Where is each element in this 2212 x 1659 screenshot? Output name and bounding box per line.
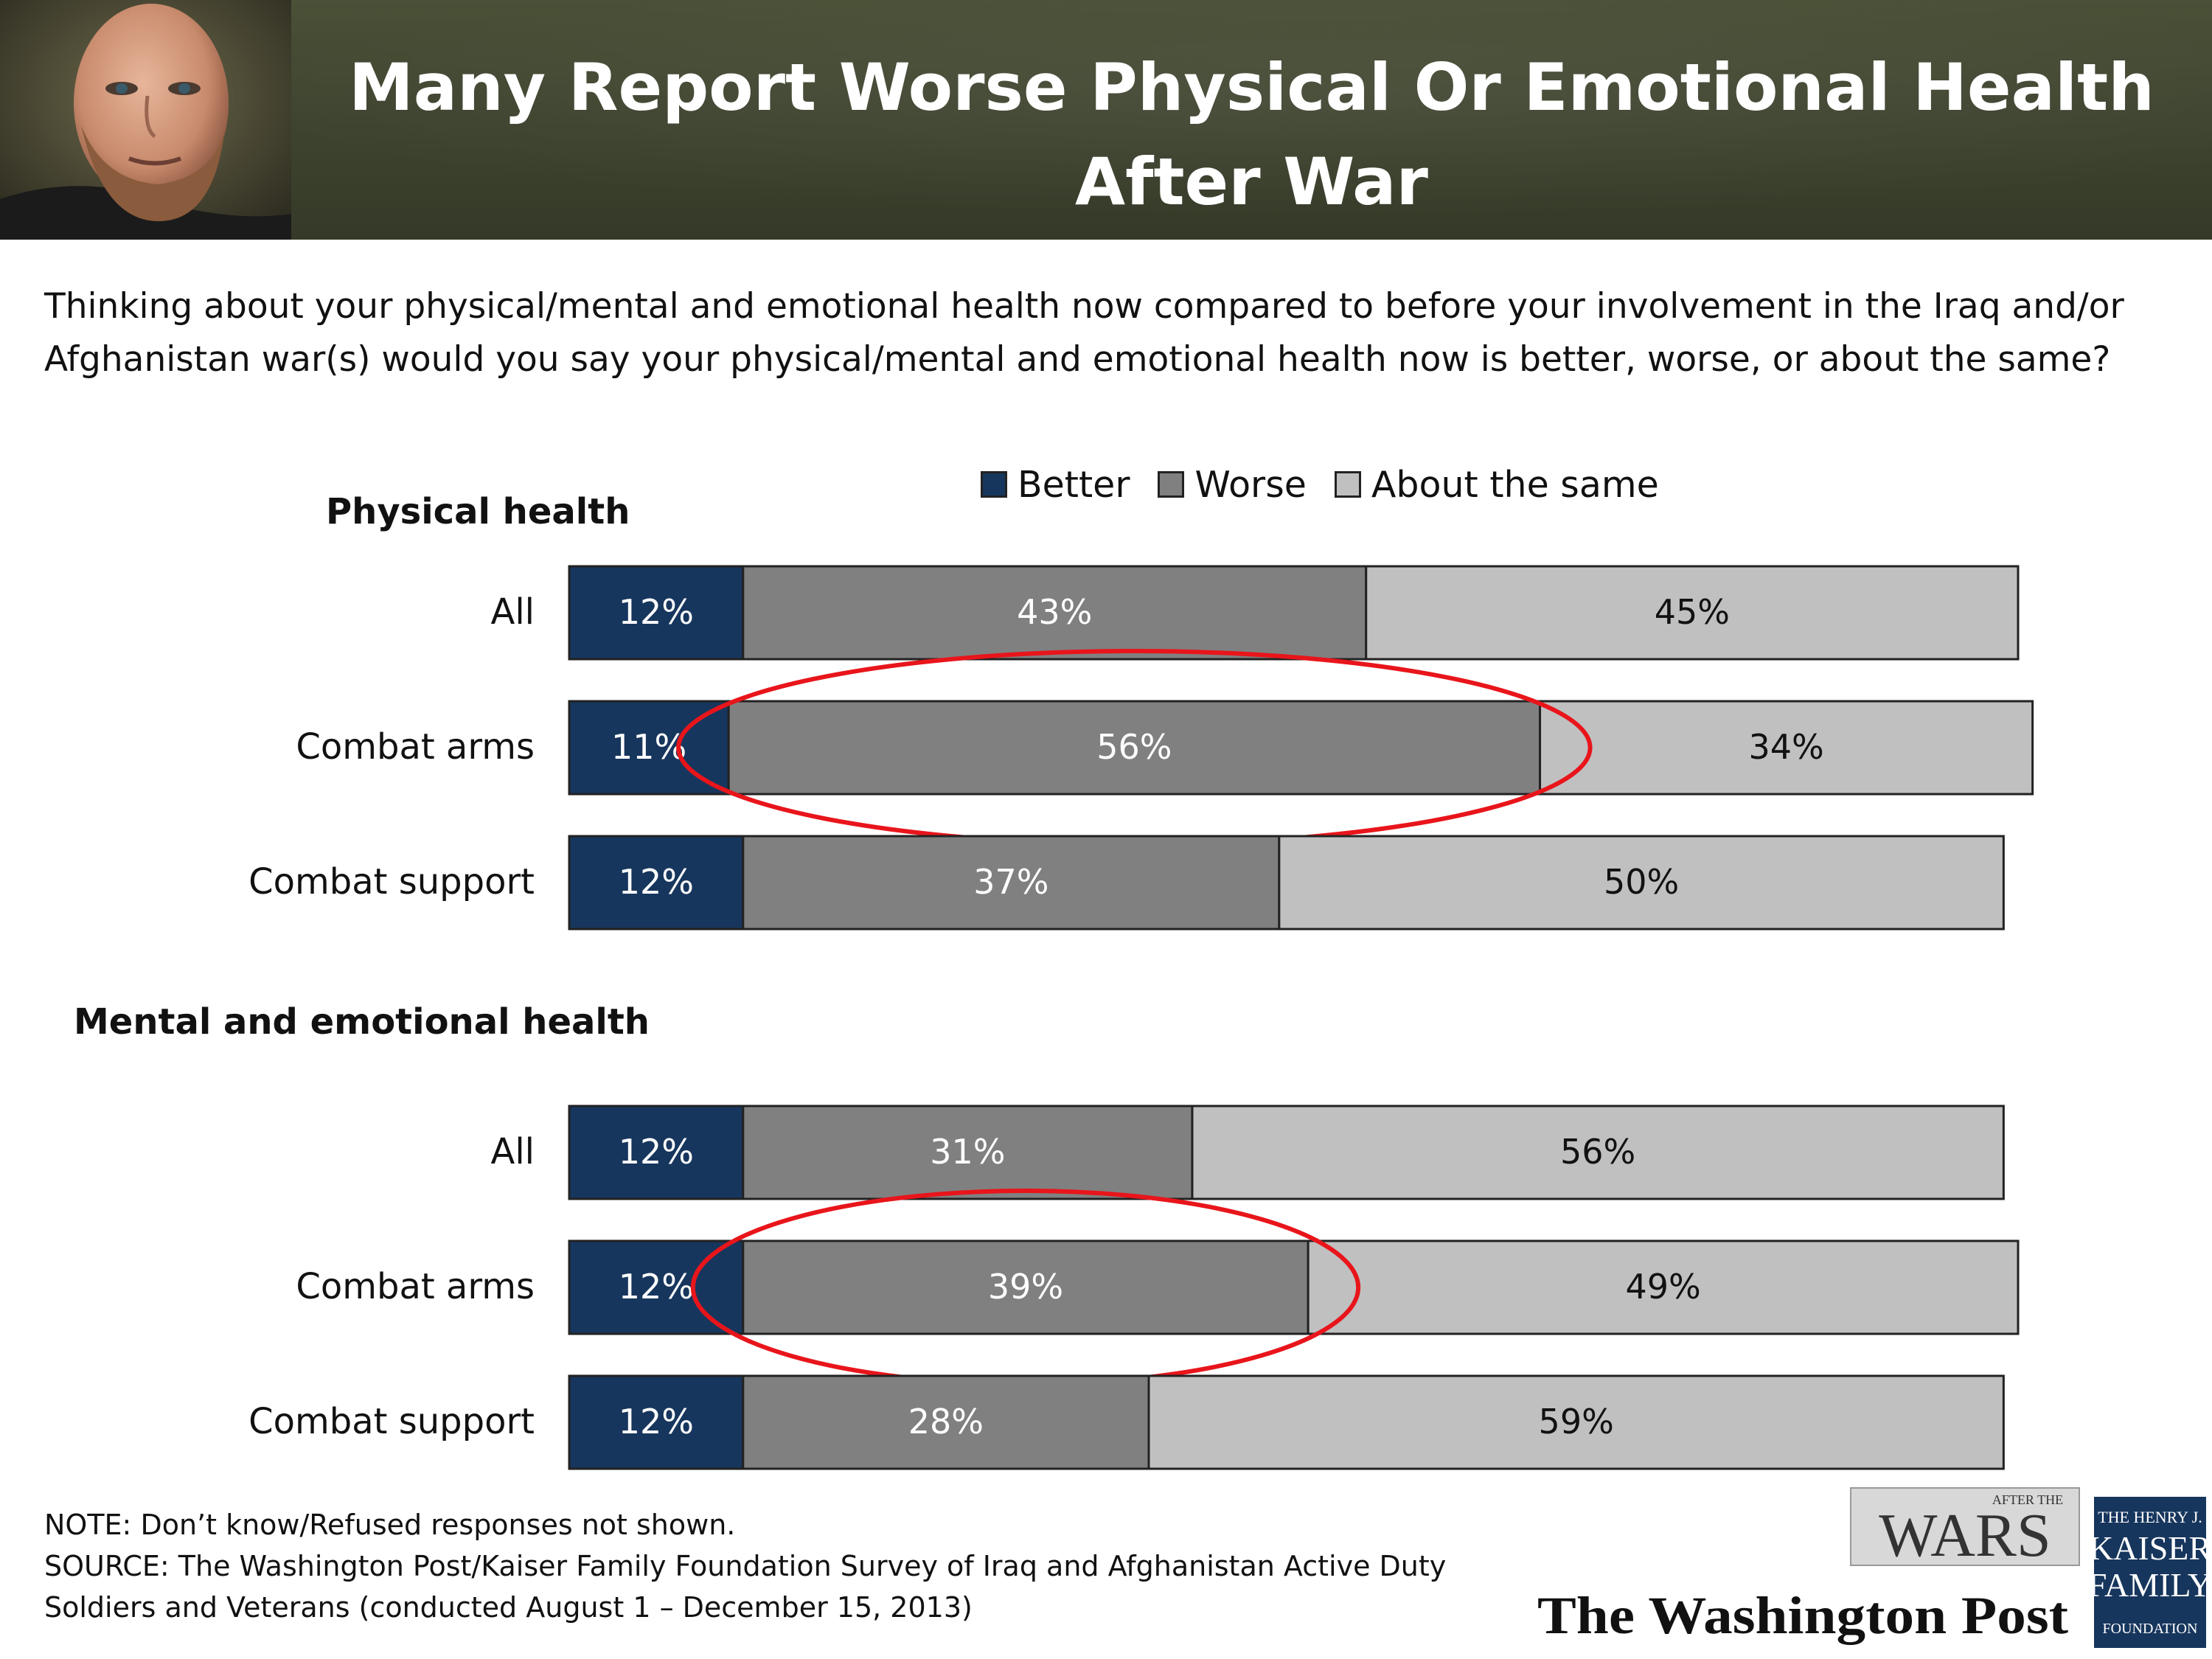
- soldier-portrait: [0, 0, 291, 240]
- data-label-better: 12%: [619, 1267, 694, 1307]
- row-label: Combat arms: [296, 726, 535, 768]
- chart-title: Many Report Worse Physical Or Emotional …: [291, 41, 2212, 229]
- row-label: All: [490, 1131, 535, 1172]
- bar-segment-same: [1365, 565, 2020, 661]
- chart-legend: Better Worse About the same: [981, 459, 1687, 510]
- legend-swatch-better: [981, 471, 1007, 498]
- bar-segment-same: [1191, 1105, 2005, 1200]
- data-label-worse: 28%: [908, 1402, 984, 1441]
- stacked-bar-chart: Physical health All 12% 43% 45% Combat arms 11…: [74, 491, 2034, 1470]
- source-text-line-1: SOURCE: The Washington Post/Kaiser Famil…: [44, 1550, 1447, 1582]
- kff-line-3: FAMILY: [2088, 1566, 2212, 1604]
- data-label-worse: 37%: [973, 862, 1048, 902]
- bar-segment-same: [1147, 1374, 2005, 1470]
- after-the-text: AFTER THE: [1992, 1492, 2063, 1507]
- legend-swatch-worse: [1158, 471, 1185, 498]
- data-label-better: 12%: [619, 862, 694, 902]
- legend-label-same: About the same: [1371, 463, 1659, 506]
- washington-post-logo: The Washington Post: [1537, 1586, 2068, 1645]
- group-title-2: Mental and emotional health: [74, 1001, 650, 1043]
- row-label: Combat support: [248, 1401, 535, 1442]
- data-label-same: 56%: [1560, 1132, 1635, 1172]
- bar-segment-worse: [742, 1105, 1194, 1200]
- legend-item-better: Better: [981, 464, 1130, 506]
- legend-label-better: Better: [1018, 463, 1130, 506]
- row-label: Combat support: [248, 861, 535, 902]
- bar-segment-better: [568, 1374, 745, 1470]
- data-label-worse: 39%: [988, 1267, 1063, 1307]
- bar-segment-worse: [742, 1239, 1310, 1335]
- data-label-better: 12%: [619, 1132, 694, 1172]
- kff-line-2: KAISER: [2089, 1529, 2211, 1567]
- data-label-worse: 56%: [1096, 727, 1172, 767]
- legend-label-worse: Worse: [1194, 463, 1307, 506]
- legend-swatch-same: [1334, 471, 1361, 498]
- bar-segment-worse: [742, 1374, 1150, 1470]
- bar-segment-same: [1307, 1239, 2020, 1335]
- data-label-better: 12%: [619, 592, 694, 632]
- legend-item-same: About the same: [1334, 463, 1659, 506]
- data-label-worse: 31%: [930, 1132, 1005, 1172]
- footnotes: NOTE: Don’t know/Refused responses not s…: [44, 1504, 1519, 1628]
- data-label-same: 50%: [1604, 862, 1679, 902]
- kff-line-4: FOUNDATION: [2103, 1621, 2198, 1637]
- row-label: Combat arms: [296, 1266, 535, 1307]
- after-the-wars-logo: AFTER THE WARS: [1850, 1487, 2080, 1570]
- data-label-same: 59%: [1539, 1402, 1614, 1441]
- bar-segment-better: [568, 835, 745, 931]
- bar-segment-same: [1539, 700, 2034, 796]
- row-label: All: [490, 591, 535, 633]
- bar-segment-worse: [742, 835, 1281, 931]
- title-line-2: After War: [1075, 144, 1428, 220]
- bar-segment-same: [1278, 835, 2005, 931]
- bar-segment-better: [568, 1239, 745, 1335]
- kaiser-family-foundation-logo: THE HENRY J. KAISER FAMILY FOUNDATION: [2088, 1497, 2212, 1648]
- data-label-same: 45%: [1655, 592, 1730, 632]
- source-text-line-2: Soldiers and Veterans (conducted August …: [44, 1591, 973, 1624]
- bar-segment-worse: [727, 700, 1542, 796]
- data-label-same: 34%: [1748, 727, 1823, 767]
- header-banner: Many Report Worse Physical Or Emotional …: [0, 0, 2212, 240]
- note-text: NOTE: Don’t know/Refused responses not s…: [44, 1509, 736, 1541]
- title-line-1: Many Report Worse Physical Or Emotional …: [349, 49, 2154, 125]
- data-label-better: 12%: [619, 1402, 694, 1441]
- group-title-1: Physical health: [326, 491, 630, 532]
- survey-question: Thinking about your physical/mental and …: [44, 286, 2124, 380]
- wars-text: WARS: [1879, 1501, 2051, 1570]
- data-label-worse: 43%: [1017, 592, 1092, 632]
- bar-segment-better: [568, 1105, 745, 1200]
- data-label-better: 11%: [611, 727, 686, 767]
- legend-item-worse: Worse: [1158, 463, 1307, 506]
- kff-line-1: THE HENRY J.: [2098, 1508, 2202, 1526]
- publisher-logos: AFTER THE WARS The Washington Post THE H…: [1537, 1487, 2212, 1648]
- data-label-same: 49%: [1625, 1267, 1700, 1307]
